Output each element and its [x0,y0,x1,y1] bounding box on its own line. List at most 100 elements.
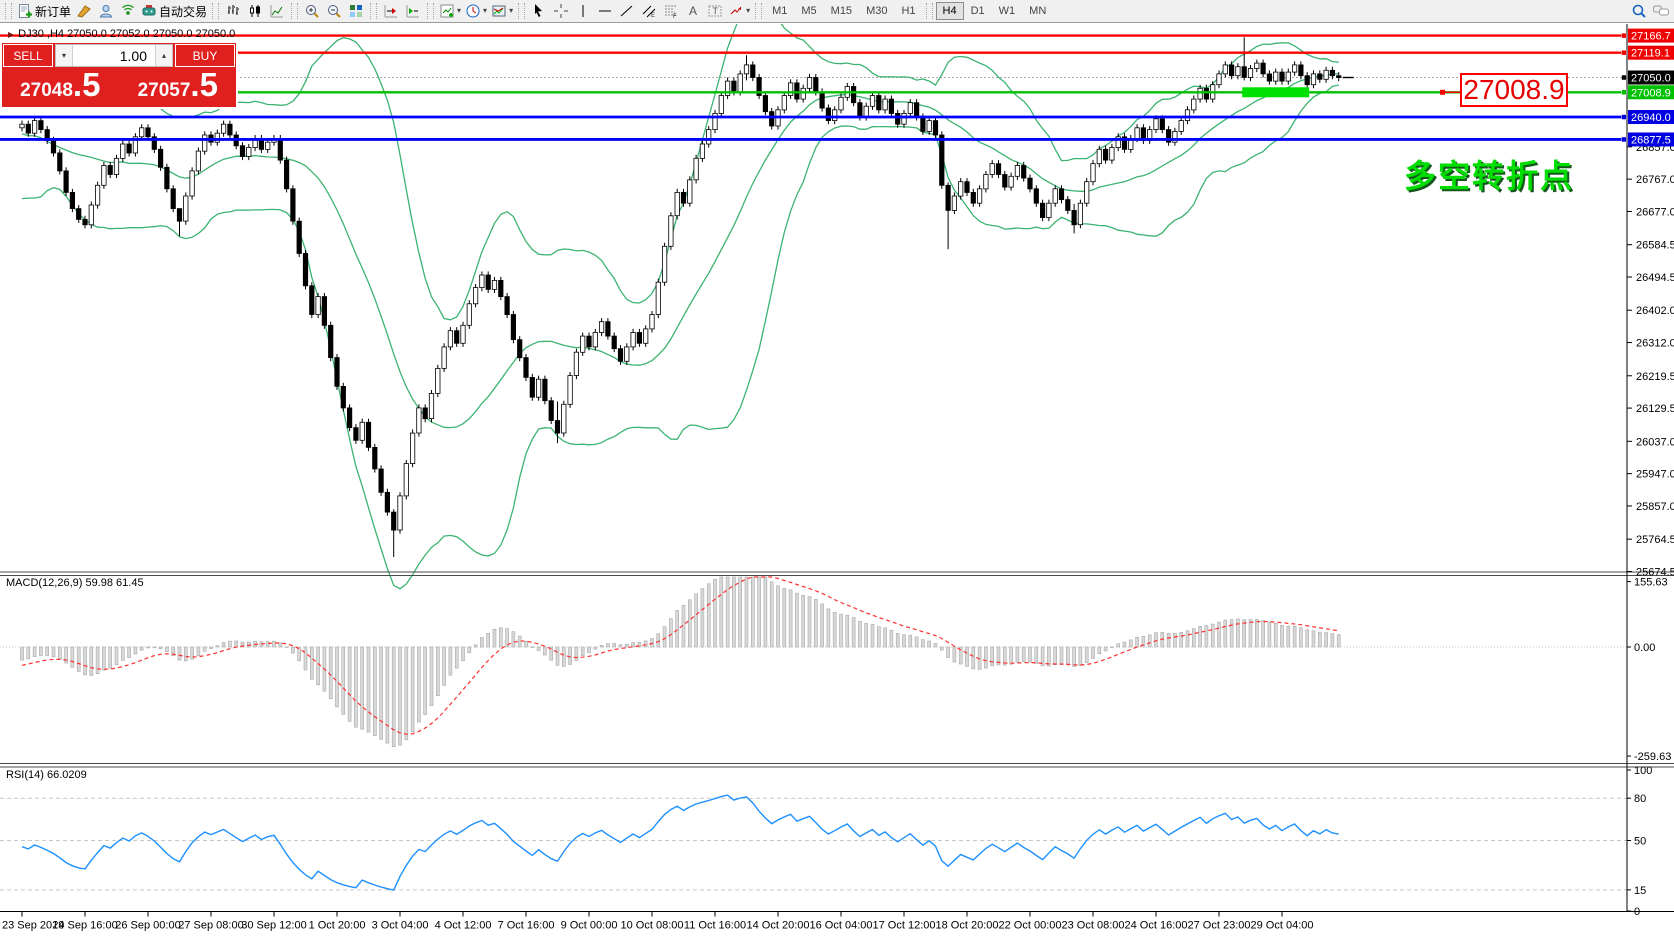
text-icon: A [685,3,701,19]
search-button[interactable] [1628,1,1650,21]
candlestick-chart-button[interactable] [244,1,266,21]
svg-text:26940.0: 26940.0 [1631,112,1671,124]
svg-text:26402.0: 26402.0 [1636,305,1674,317]
horizontal-line-button[interactable] [594,1,616,21]
sell-button[interactable]: SELL [3,44,53,67]
toolbar-grip [212,3,220,19]
chart-shift-button[interactable] [380,1,402,21]
timeframe-d1[interactable]: D1 [964,2,992,20]
autotrading-button[interactable]: 自动交易 [139,1,209,21]
template-button[interactable]: ▾ [489,1,515,21]
zoom-in-button[interactable] [301,1,323,21]
signals-button[interactable] [117,1,139,21]
svg-text:7 Oct 16:00: 7 Oct 16:00 [498,920,555,932]
styler-button[interactable] [73,1,95,21]
chat-button[interactable] [1650,1,1672,21]
timeframe-m15[interactable]: M15 [824,2,859,20]
timeframe-m1[interactable]: M1 [765,2,794,20]
chart-window[interactable]: 26857.0 26767.0 26677.0 26584.5 26494.5 26402… [0,24,1674,943]
chart-canvas[interactable]: 26857.026767.026677.026584.526494.526402… [0,24,1674,943]
crosshair-icon [553,3,569,19]
macd-axis-labels: 155.63 0.00 -259.63 [1627,577,1671,763]
chart-shift-icon [383,3,399,19]
timeframe-h4[interactable]: H4 [935,2,964,20]
text-label-button[interactable]: T [704,1,726,21]
add-indicator-button[interactable]: ▾ [437,1,463,21]
buy-price-main: 27057 [137,80,191,101]
svg-text:A: A [689,4,697,18]
svg-text:F: F [673,14,677,19]
timeframe-m30[interactable]: M30 [859,2,894,20]
timeframe-m5[interactable]: M5 [794,2,823,20]
timeframe-mn[interactable]: MN [1022,2,1053,20]
auto-scroll-icon [405,3,421,19]
candlestick-chart-icon [247,3,263,19]
new-order-button[interactable]: 新订单 [15,1,73,21]
svg-text:27166.7: 27166.7 [1631,31,1671,43]
buy-price-display[interactable]: 27057.5 [120,68,235,106]
svg-text:155.63: 155.63 [1634,577,1668,589]
toolbar-grip [5,3,12,19]
tile-windows-button[interactable] [345,1,367,21]
macd-indicator-label: MACD(12,26,9) 59.98 61.45 [6,577,144,589]
toolbar-grip [291,3,299,19]
sell-price-display[interactable]: 27048.5 [3,68,118,106]
svg-text:29 Oct 04:00: 29 Oct 04:00 [1251,920,1314,932]
panel-separators[interactable] [0,571,1674,768]
period-button[interactable]: ▾ [463,1,489,21]
buy-button[interactable]: BUY [175,44,235,67]
toolbar-grip [370,3,378,19]
dropdown-arrow-icon: ▾ [457,6,462,15]
new-order-icon [17,3,33,19]
sell-price-frac: .5 [72,66,101,103]
macd-histogram [0,576,1627,747]
zoom-out-button[interactable] [323,1,345,21]
clock-icon [465,3,481,19]
cursor-button[interactable] [528,1,550,21]
template-icon [491,3,507,19]
bar-chart-icon [225,3,241,19]
svg-text:25764.5: 25764.5 [1636,534,1674,546]
volume-decrease-button[interactable]: ▾ [56,45,73,66]
collapse-arrow-icon[interactable]: ▶ [8,29,15,39]
volume-increase-button[interactable]: ▴ [155,45,172,66]
price-callout-box[interactable]: 27008.9 [1460,73,1568,107]
toolbar-grip [427,3,435,19]
svg-text:27008.9: 27008.9 [1631,87,1671,99]
toolbar: 新订单 自动交易 ▾ ▾ ▾ E F A T [0,0,1674,23]
svg-text:17 Oct 12:00: 17 Oct 12:00 [873,920,936,932]
arrows-button[interactable]: ▾ [726,1,752,21]
styler-icon [76,3,92,19]
volume-value[interactable]: 1.00 [119,47,147,64]
rsi-level-lines [0,797,1627,891]
svg-text:9 Oct 00:00: 9 Oct 00:00 [561,920,618,932]
bar-chart-button[interactable] [222,1,244,21]
line-chart-button[interactable] [266,1,288,21]
svg-text:100: 100 [1634,765,1652,777]
community-button[interactable] [95,1,117,21]
trendline-button[interactable] [616,1,638,21]
text-button[interactable]: A [682,1,704,21]
svg-text:18 Oct 20:00: 18 Oct 20:00 [936,920,999,932]
auto-scroll-button[interactable] [402,1,424,21]
toolbar-grip [755,3,763,19]
price-axis[interactable]: 26857.026767.026677.026584.526494.526402… [1626,24,1674,912]
dropdown-arrow-icon: ▾ [483,6,488,15]
timeframe-h1[interactable]: H1 [894,2,922,20]
horizontal-level-lines[interactable] [0,34,1627,141]
vertical-line-button[interactable] [572,1,594,21]
svg-text:24 Sep 16:00: 24 Sep 16:00 [52,920,117,932]
crosshair-button[interactable] [550,1,572,21]
autotrading-label: 自动交易 [159,4,208,19]
timeframe-w1[interactable]: W1 [992,2,1023,20]
svg-text:27119.1: 27119.1 [1631,48,1670,60]
svg-text:26877.5: 26877.5 [1631,134,1671,146]
signals-icon [120,3,136,19]
sell-price-main: 27048 [20,80,73,101]
text-label-icon: T [707,3,723,19]
fibonacci-button[interactable]: F [660,1,682,21]
rsi-axis-labels: 1008050150 [1627,765,1652,918]
channel-button[interactable]: E [638,1,660,21]
svg-text:27050.0: 27050.0 [1631,73,1671,85]
